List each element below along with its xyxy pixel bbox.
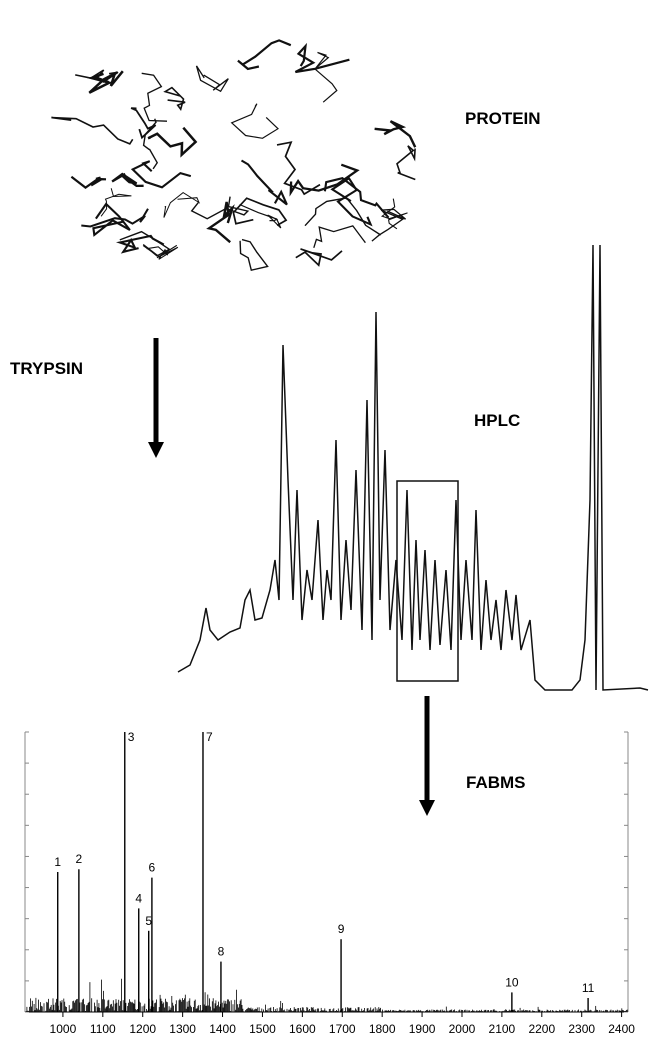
arrow (419, 696, 435, 816)
protein-strand (130, 107, 157, 140)
hplc-trace (177, 244, 649, 691)
x-tick-label: 1900 (409, 1022, 436, 1036)
x-tick-label: 1300 (169, 1022, 196, 1036)
protein-strand (111, 172, 144, 188)
protein-strand (237, 39, 292, 71)
x-tick-label: 1700 (329, 1022, 356, 1036)
protein-strand (141, 72, 168, 122)
peak-label: 5 (145, 914, 152, 928)
peak-label: 2 (76, 852, 83, 866)
peak-label: 10 (505, 975, 519, 989)
protein-strand (313, 225, 366, 248)
mass-spectrum: 1000 1100 1200 1300 1400 1500 1600 1700 1800 1900… (24, 730, 635, 1036)
protein-strand (81, 208, 149, 228)
protein-strand (206, 201, 235, 244)
peak-label: 9 (338, 922, 345, 936)
protein-strand (70, 175, 107, 189)
protein-strand (396, 145, 416, 181)
protein-strand (374, 120, 417, 148)
protein-strand (294, 42, 350, 74)
protein-strand (239, 203, 282, 229)
protein-strand (295, 248, 343, 267)
protein-strand (313, 51, 338, 103)
protein-strand (371, 208, 407, 242)
protein-strand (276, 141, 321, 196)
protein-strand (142, 118, 159, 170)
peak-label: 3 (128, 730, 135, 744)
trypsin-label: TRYPSIN (10, 359, 83, 378)
protein-strand (75, 69, 119, 83)
protein-strand (163, 86, 186, 111)
protein-strand (195, 65, 229, 93)
x-tick-label: 1500 (249, 1022, 276, 1036)
x-tick-label: 1100 (90, 1022, 116, 1036)
arrow (148, 338, 164, 458)
protein-strand (323, 177, 390, 219)
x-tick-label: 2000 (449, 1022, 476, 1036)
peak-label: 7 (206, 730, 213, 744)
x-tick-label: 1200 (129, 1022, 156, 1036)
x-tick-label: 1400 (209, 1022, 236, 1036)
x-tick-label: 2300 (568, 1022, 595, 1036)
protein-strand (240, 159, 288, 206)
x-tick-label: 2100 (489, 1022, 516, 1036)
peak-label: 11 (582, 981, 595, 995)
protein-strand (289, 163, 360, 197)
protein-strand (380, 198, 408, 230)
fabms-label: FABMS (466, 773, 526, 792)
x-tick-label: 1000 (50, 1022, 77, 1036)
protein-strand (232, 197, 288, 227)
peak-label: 6 (149, 861, 156, 875)
protein-strand (239, 238, 269, 272)
x-tick-label: 2200 (528, 1022, 555, 1036)
protein-strand (92, 202, 131, 237)
protein-strand (230, 103, 279, 139)
protein-strand (147, 126, 198, 158)
protein-strand (51, 116, 134, 145)
protein-strand (304, 197, 382, 236)
peak-label: 8 (218, 945, 225, 959)
protein-strand (100, 188, 132, 217)
protein-strand (115, 234, 165, 254)
protein-strand (130, 160, 192, 189)
protein-strand (119, 230, 171, 259)
protein-strand (146, 244, 179, 260)
protein-strand (163, 191, 201, 218)
peak-label: 1 (54, 855, 61, 869)
peak-label: 4 (135, 891, 142, 905)
protein-strand (330, 176, 373, 227)
protein-strand (190, 196, 250, 220)
selection-box (396, 480, 459, 682)
x-tick-label: 1600 (289, 1022, 316, 1036)
protein-label: PROTEIN (465, 109, 541, 128)
x-tick-label: 1800 (369, 1022, 396, 1036)
hplc-label: HPLC (474, 411, 520, 430)
protein-structure (51, 39, 417, 272)
x-tick-label: 2400 (608, 1022, 635, 1036)
